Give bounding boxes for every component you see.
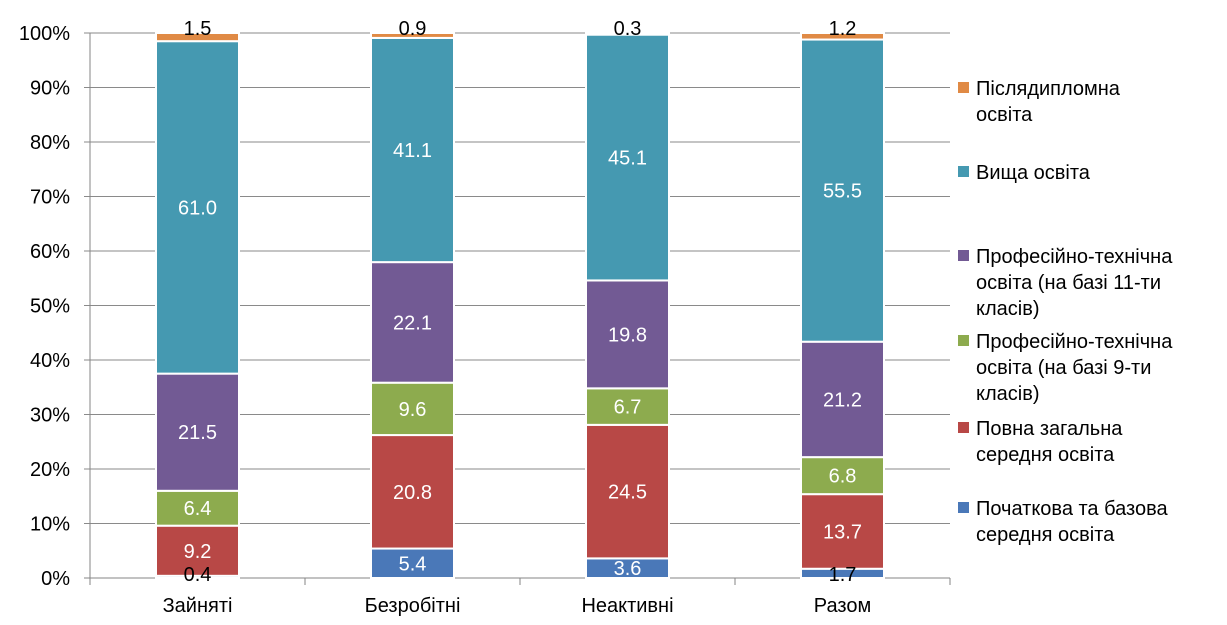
data-label: 19.8 — [608, 324, 647, 346]
legend-label: Післядипломна — [976, 78, 1121, 100]
legend-swatch — [958, 82, 969, 93]
data-label: 6.4 — [184, 498, 212, 520]
legend-swatch — [958, 502, 969, 513]
bar-segment — [155, 489, 240, 527]
data-label: 3.6 — [614, 558, 642, 580]
bar-segment — [800, 456, 885, 496]
data-label: 21.5 — [178, 422, 217, 444]
bar-segment — [800, 493, 885, 570]
y-tick-label: 90% — [30, 78, 70, 100]
y-axis-ticks: 0% 10% 20% 30% 40% 50% 60% 70% 80% 90% 100% — [19, 23, 70, 590]
bar-segment — [585, 33, 670, 282]
legend: Післядипломна освіта Вища освіта Професійно… — [958, 78, 1173, 546]
data-label: 1.7 — [829, 564, 857, 586]
bar-segment — [585, 279, 670, 390]
bars-layer — [155, 32, 885, 580]
data-label: 0.9 — [399, 18, 427, 40]
legend-label: Професійно-технічна — [976, 246, 1173, 268]
legend-swatch — [958, 250, 969, 261]
bar-segment — [800, 38, 885, 343]
y-tick-label: 70% — [30, 187, 70, 209]
x-axis-categories: Зайняті Безробітні Неактивні Разом — [163, 595, 872, 617]
data-label: 61.0 — [178, 197, 217, 219]
data-label: 45.1 — [608, 148, 647, 170]
legend-label: середня освіта — [976, 444, 1115, 466]
y-tick-label: 40% — [30, 350, 70, 372]
data-label: 1.2 — [829, 18, 857, 40]
y-tick-label: 30% — [30, 405, 70, 427]
legend-label: Початкова та базова — [976, 498, 1168, 520]
data-label: 6.7 — [614, 397, 642, 419]
bar-segment — [585, 423, 670, 560]
x-category-label: Безробітні — [365, 595, 461, 617]
legend-label: Вища освіта — [976, 162, 1091, 184]
bar-segment — [155, 524, 240, 577]
data-label: 5.4 — [399, 553, 427, 575]
bar-segment — [370, 32, 455, 39]
data-label: 55.5 — [823, 181, 862, 203]
bar-segment — [155, 372, 240, 492]
legend-swatch — [958, 166, 969, 177]
data-label: 0.3 — [614, 18, 642, 40]
data-label: 9.6 — [399, 399, 427, 421]
legend-swatch — [958, 335, 969, 346]
data-label: 1.5 — [184, 18, 212, 40]
legend-label: Повна загальна — [976, 418, 1123, 440]
bar-segment — [155, 40, 240, 375]
x-category-label: Разом — [814, 595, 871, 617]
y-tick-label: 50% — [30, 296, 70, 318]
data-label: 9.2 — [184, 541, 212, 563]
data-label: 20.8 — [393, 482, 432, 504]
bar-segment — [800, 340, 885, 459]
data-label: 24.5 — [608, 482, 647, 504]
y-tick-label: 100% — [19, 23, 70, 45]
data-label: 13.7 — [823, 521, 862, 543]
data-labels-layer: 0.49.2 6.4 21.5 61.0 1.5 5.4 20.8 9.6 22.1 41.1 0.… — [178, 18, 862, 586]
legend-label: класів) — [976, 298, 1040, 320]
data-label: 0.4 — [184, 564, 212, 586]
data-label: 21.2 — [823, 389, 862, 411]
data-label: 22.1 — [393, 312, 432, 334]
y-tick-label: 20% — [30, 459, 70, 481]
bar-segment — [585, 387, 670, 426]
legend-label: середня освіта — [976, 524, 1115, 546]
bar-segment — [155, 32, 240, 43]
legend-label: освіта (на базі 9-ти — [976, 357, 1151, 379]
y-tick-label: 0% — [41, 568, 70, 590]
legend-label: освіта (на базі 11-ти — [976, 272, 1161, 294]
bar-segment — [370, 36, 455, 264]
x-category-label: Неактивні — [581, 595, 673, 617]
bar-segment — [370, 261, 455, 384]
data-label: 41.1 — [393, 140, 432, 162]
bar-segment — [800, 32, 885, 41]
y-tick-label: 10% — [30, 514, 70, 536]
bar-segment — [585, 32, 670, 36]
bar-segment — [370, 381, 455, 437]
legend-label: класів) — [976, 383, 1040, 405]
data-label: 6.8 — [829, 466, 857, 488]
legend-label: освіта — [976, 104, 1033, 126]
legend-label: Професійно-технічна — [976, 331, 1173, 353]
y-tick-label: 60% — [30, 241, 70, 263]
x-category-label: Зайняті — [163, 595, 233, 617]
bar-segment — [370, 547, 455, 579]
y-tick-label: 80% — [30, 132, 70, 154]
legend-swatch — [958, 422, 969, 433]
